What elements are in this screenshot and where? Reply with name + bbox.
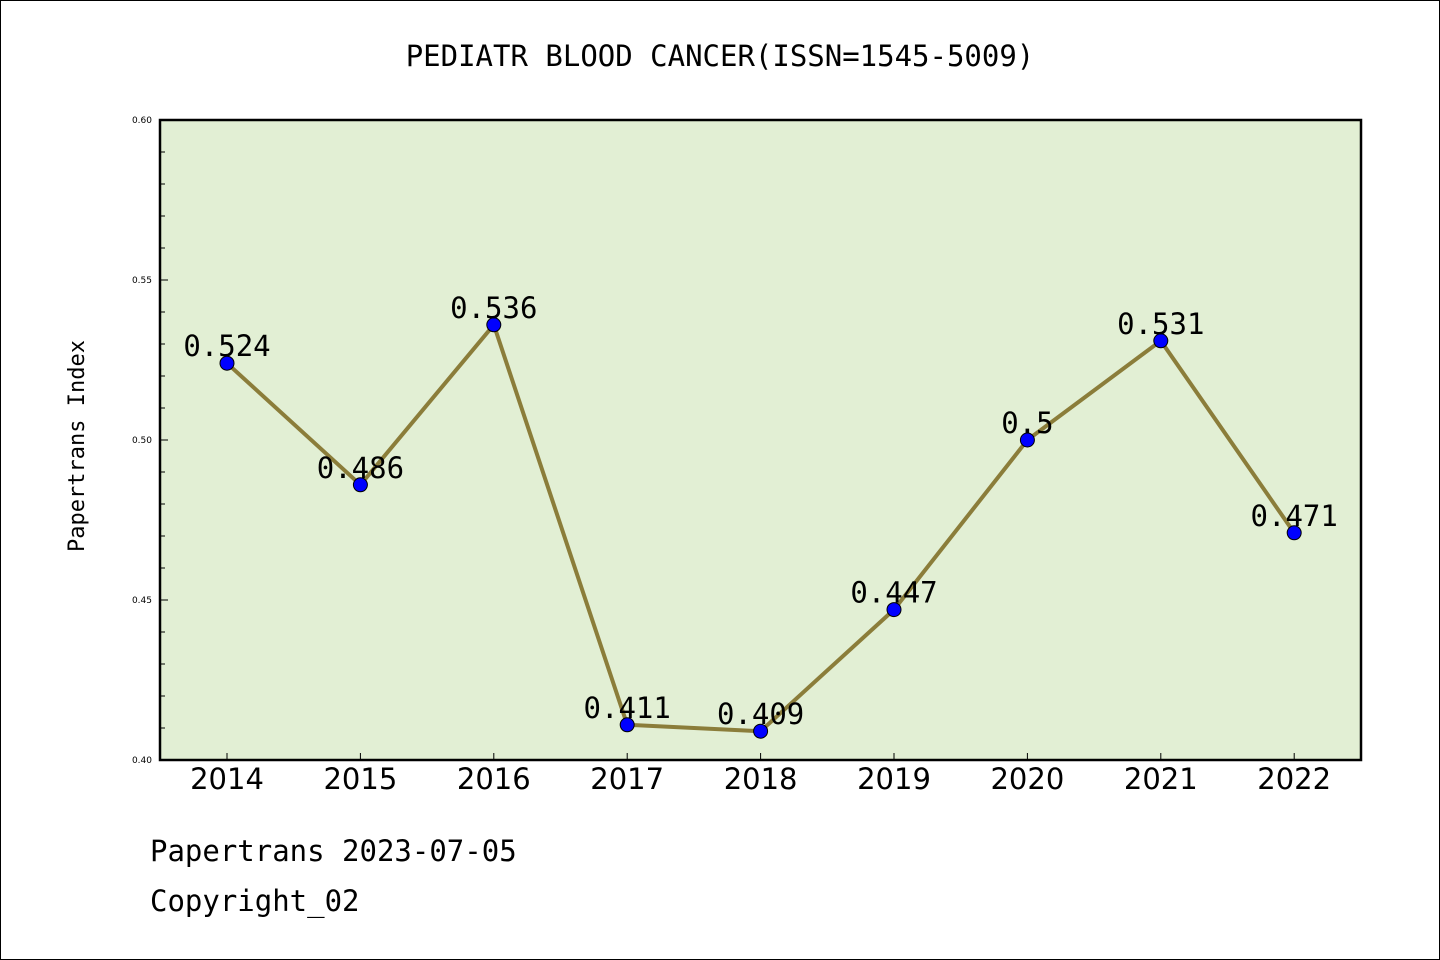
data-point xyxy=(1153,333,1169,349)
y-axis-label: Papertrans Index xyxy=(65,340,90,552)
data-label: 0.447 xyxy=(850,576,937,610)
data-label: 0.486 xyxy=(317,451,404,485)
data-labels: 0.524 0.486 0.536 0.411 0.409 0.447 0.5 0.531 0.… xyxy=(183,291,1338,731)
x-tick-label: 2016 xyxy=(457,762,531,796)
plot-area xyxy=(160,120,1361,760)
data-label: 0.5 xyxy=(1001,406,1053,440)
data-point xyxy=(886,602,902,618)
data-point xyxy=(619,717,635,733)
chart-title: PEDIATR BLOOD CANCER(ISSN=1545-5009) xyxy=(406,39,1035,73)
x-axis-ticks: 2014 2015 2016 2017 2018 2019 2020 2021 2022 xyxy=(190,753,1331,796)
x-tick-label: 2020 xyxy=(990,762,1064,796)
footer-copyright: Copyright_02 xyxy=(150,884,360,918)
y-tick-label: 0.55 xyxy=(132,276,152,286)
x-tick-label: 2019 xyxy=(857,762,931,796)
data-label: 0.524 xyxy=(183,329,270,363)
x-tick-label: 2018 xyxy=(724,762,798,796)
x-tick-label: 2022 xyxy=(1257,762,1331,796)
data-label: 0.411 xyxy=(584,691,671,725)
data-point xyxy=(753,723,769,739)
x-tick-label: 2017 xyxy=(590,762,664,796)
footer-date: Papertrans 2023-07-05 xyxy=(150,834,517,868)
data-label: 0.471 xyxy=(1251,499,1338,533)
data-point xyxy=(486,317,502,333)
data-point xyxy=(219,355,235,371)
data-point xyxy=(1019,432,1035,448)
data-label: 0.409 xyxy=(717,697,804,731)
x-tick-label: 2015 xyxy=(323,762,397,796)
x-tick-label: 2021 xyxy=(1124,762,1198,796)
x-tick-label: 2014 xyxy=(190,762,264,796)
y-tick-label: 0.40 xyxy=(132,756,152,766)
data-point xyxy=(1286,525,1302,541)
plot-border xyxy=(158,118,1363,762)
y-tick-label: 0.50 xyxy=(132,436,152,446)
y-tick-label: 0.60 xyxy=(132,116,152,126)
y-tick-label: 0.45 xyxy=(132,596,152,606)
data-label: 0.531 xyxy=(1117,307,1204,341)
data-point xyxy=(352,477,368,493)
series-markers xyxy=(219,317,1302,739)
data-label: 0.536 xyxy=(450,291,537,325)
